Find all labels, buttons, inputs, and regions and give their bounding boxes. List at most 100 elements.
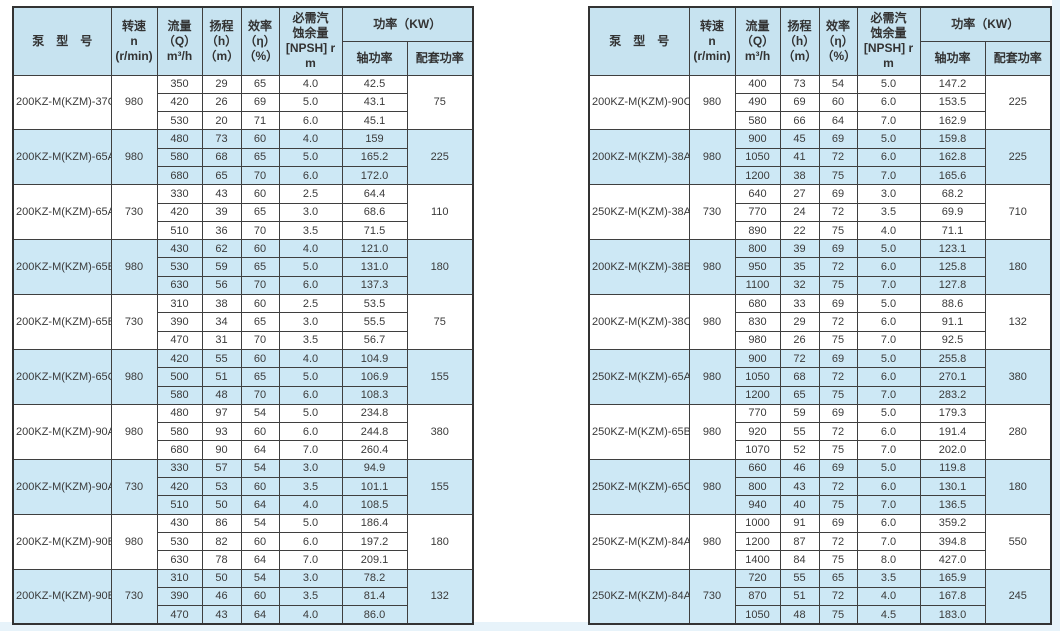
table-row: 1050 41 72 6.0 162.8 [589,147,1051,167]
col-header-shaft-power: 轴功率 [341,40,408,76]
npsh-cell: 4.0 [278,74,343,94]
flow-cell: 1000 [734,513,781,533]
flow-cell: 660 [734,458,781,479]
npsh-cell: 4.0 [278,605,343,625]
shaft-power-cell: 197.2 [341,531,408,552]
head-cell: 78 [201,550,242,570]
efficiency-cell: 69 [818,403,858,424]
head-cell: 90 [201,440,242,460]
col-header-efficiency-line: 效率 [825,18,850,33]
table-row: 830 29 72 6.0 91.1 [589,312,1051,332]
npsh-cell: 5.0 [856,294,921,314]
col-header-matched-power: 配套功率 [406,40,474,76]
col-header-speed: 转速 n (r/min) [688,6,736,76]
shaft-power-cell: 68.2 [919,184,986,204]
pump-model-cell: 200KZ-M(KZM)-90B [12,513,112,570]
shaft-power-cell: 125.8 [919,257,986,277]
shaft-power-cell: 162.8 [919,147,986,167]
shaft-power-cell: 78.2 [341,568,408,588]
flow-cell: 870 [734,586,781,607]
head-cell: 73 [201,129,242,149]
efficiency-cell: 69 [818,458,858,479]
shaft-power-cell: 183.0 [919,605,986,625]
shaft-power-cell: 108.5 [341,495,408,515]
shaft-power-cell: 45.1 [341,111,408,131]
speed-cell: 980 [688,74,736,131]
shaft-power-cell: 55.5 [341,312,408,332]
table-row: 580 48 70 6.0 108.3 [13,385,473,405]
head-cell: 43 [201,605,242,625]
table-row: 1100 32 75 7.0 127.8 [589,275,1051,296]
efficiency-cell: 72 [818,422,858,442]
head-cell: 82 [201,531,242,552]
pump-model-cell: 200KZ-M(KZM)-38B [588,239,690,296]
shaft-power-cell: 244.8 [341,422,408,442]
table-header: 泵 型 号转速 n (r/min) 流量 （Q） m³/h 扬程 （h） （m） 效率 （η） （%）… [12,6,474,76]
col-header-speed: 转速 n (r/min) [110,6,158,76]
shaft-power-cell: 92.5 [919,330,986,350]
head-cell: 33 [779,294,820,314]
flow-cell: 330 [156,458,203,479]
head-cell: 66 [779,111,820,131]
table-row: 390 34 65 3.0 55.5 [13,312,473,332]
col-header-head-line: （h） [205,33,238,48]
npsh-cell: 5.0 [856,348,921,369]
table-row: 630 78 64 7.0 209.1 [13,550,473,570]
head-cell: 93 [201,422,242,442]
npsh-cell: 6.0 [278,275,343,296]
efficiency-cell: 71 [240,111,280,131]
head-cell: 46 [201,586,242,607]
npsh-cell: 5.0 [856,458,921,479]
table-row: 500 51 65 5.0 106.9 [13,367,473,387]
npsh-cell: 6.0 [856,257,921,277]
speed-cell: 980 [688,458,736,515]
npsh-cell: 5.0 [856,74,921,94]
col-header-head-line: 扬程 [787,18,812,33]
npsh-cell: 3.5 [278,586,343,607]
shaft-power-cell: 94.9 [341,458,408,479]
shaft-power-cell: 136.5 [919,495,986,515]
npsh-cell: 3.0 [278,568,343,588]
matched-power-cell: 132 [984,294,1052,350]
speed-cell: 980 [110,74,158,131]
flow-cell: 1400 [734,550,781,570]
efficiency-cell: 60 [240,239,280,259]
npsh-cell: 3.5 [278,220,343,241]
col-header-power: 功率（KW） [919,6,1052,42]
head-cell: 84 [779,550,820,570]
matched-power-cell: 225 [984,74,1052,131]
table-row: 680 90 64 7.0 260.4 [13,440,473,460]
flow-cell: 1200 [734,531,781,552]
efficiency-cell: 72 [818,531,858,552]
matched-power-cell: 380 [984,348,1052,405]
table-row: 200KZ-M(KZM)-90B 730 310 50 54 3.0 78.2 132 [12,568,474,625]
flow-cell: 1200 [734,165,781,186]
shaft-power-cell: 130.1 [919,477,986,497]
flow-cell: 500 [156,367,203,387]
shaft-power-cell: 86.0 [341,605,408,625]
table-row: 200KZ-M(KZM)-38B 980 800 39 69 5.0 123.1 180 [588,239,1052,296]
efficiency-cell: 54 [240,568,280,588]
speed-cell: 980 [110,239,158,296]
shaft-power-cell: 131.0 [341,257,408,277]
shaft-power-cell: 101.1 [341,477,408,497]
flow-cell: 530 [156,531,203,552]
efficiency-cell: 72 [818,257,858,277]
table-row: 250KZ-M(KZM)-65B 980 770 59 69 5.0 179.3 280 [588,403,1052,460]
flow-cell: 640 [734,184,781,204]
matched-power-cell: 155 [406,348,474,405]
col-header-speed-line: n [130,33,138,48]
flow-cell: 490 [734,92,781,113]
npsh-cell: 6.0 [856,147,921,167]
table-row: 250KZ-M(KZM)-65A 980 900 72 69 5.0 255.8 380 [588,348,1052,405]
shaft-power-cell: 81.4 [341,586,408,607]
matched-power-cell: 245 [984,568,1052,625]
efficiency-cell: 60 [240,477,280,497]
shaft-power-cell: 147.2 [919,74,986,94]
npsh-cell: 6.0 [278,385,343,405]
col-header-flow-line: m³/h [166,48,193,63]
npsh-cell: 5.0 [278,367,343,387]
npsh-cell: 7.0 [856,385,921,405]
table-row: 510 50 64 4.0 108.5 [13,495,473,515]
